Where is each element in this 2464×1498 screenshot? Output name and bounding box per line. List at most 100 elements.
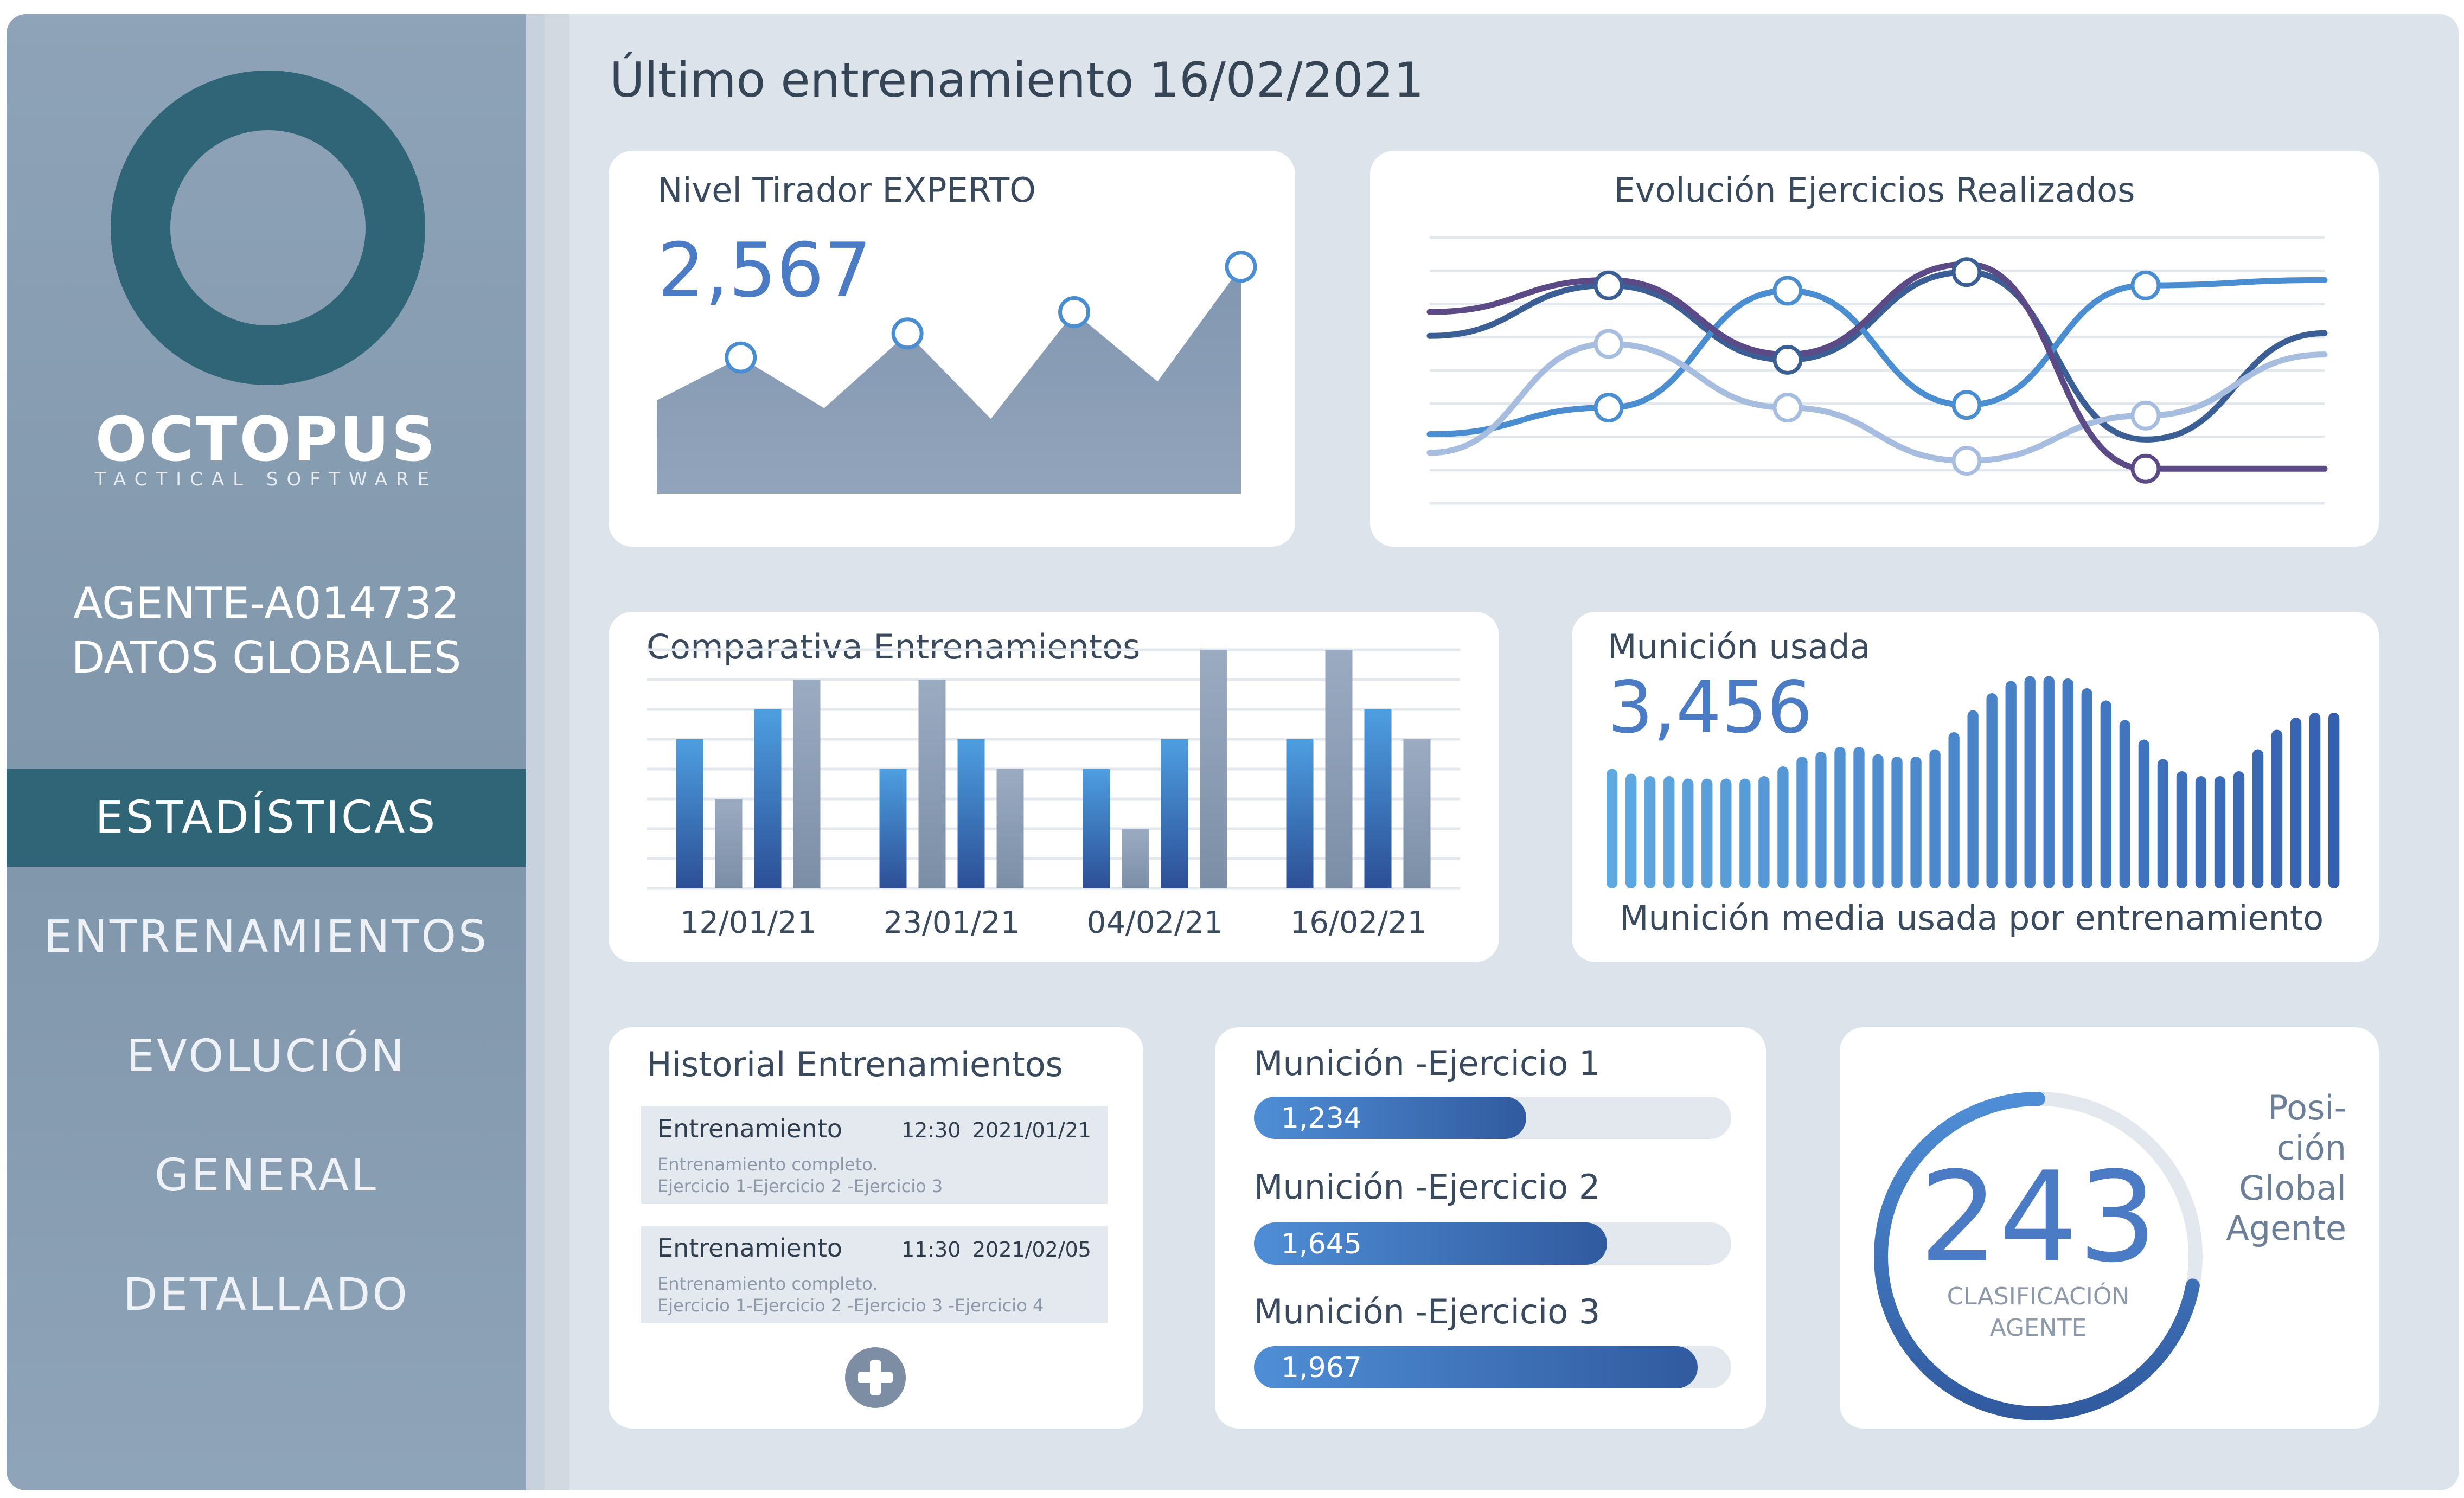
series-point: [1593, 329, 1624, 359]
ammo-bar: [1967, 710, 1979, 888]
series-line: [1426, 341, 2328, 464]
sidebar-item-entrenamientos[interactable]: ENTRENAMIENTOS: [43, 911, 489, 963]
ammo-exercise-bar: 1,234: [1254, 1097, 1731, 1139]
ammo-exercise-bar: 1,967: [1254, 1346, 1731, 1388]
ranking-side-label: Posi- ción Global Agente: [2226, 1088, 2346, 1249]
bar: [1364, 709, 1392, 888]
ammo-bar: [2214, 776, 2226, 888]
x-tick-label: 16/02/21: [1290, 905, 1427, 940]
history-item-name: Entrenamiento: [657, 1233, 843, 1263]
history-item[interactable]: Entrenamiento 11:30 2021/02/05 Entrenami…: [641, 1226, 1108, 1323]
bar: [1200, 650, 1227, 888]
series-point: [2130, 453, 2161, 484]
bar: [1403, 739, 1431, 888]
ammo-bar: [1607, 769, 1618, 888]
series-point: [1772, 344, 1803, 375]
ammo-used-card: Munición usada 3,456 Munición media usad…: [1572, 612, 2379, 962]
series-point: [1772, 276, 1803, 306]
history-item-exercises: Ejercicio 1-Ejercicio 2 -Ejercicio 3: [657, 1176, 943, 1196]
series-point: [1951, 257, 1982, 287]
sidebar: OCTOPUS TACTICAL SOFTWARE AGENTE-A014732…: [7, 14, 526, 1490]
ammo-exercise-value: 1,645: [1281, 1228, 1362, 1260]
ranking-caption: CLASIFICACIÓN AGENTE: [1881, 1281, 2196, 1344]
ammo-used-caption: Munición media usada por entrenamiento: [1620, 898, 2324, 938]
area-fill: [657, 266, 1241, 494]
bar: [1161, 739, 1188, 888]
area-point: [1058, 296, 1091, 328]
x-tick-label: 12/01/21: [680, 905, 817, 940]
ammo-bar: [1834, 747, 1846, 888]
ammo-exercise-fill: 1,234: [1254, 1097, 1526, 1139]
octopus-ring-logo-icon: [111, 71, 425, 385]
ammo-bar: [2138, 739, 2150, 888]
area-point: [725, 341, 757, 374]
ammo-exercise-fill: 1,645: [1254, 1222, 1608, 1265]
area-point: [891, 317, 924, 350]
ranking-card: 243 CLASIFICACIÓN AGENTE Posi- ción Glob…: [1840, 1027, 2379, 1429]
ammo-bar: [2062, 678, 2073, 888]
bar: [1122, 829, 1149, 888]
history-item-time: 11:30: [901, 1238, 961, 1262]
bar: [1083, 769, 1110, 888]
page-title: Último entrenamiento 16/02/2021: [610, 52, 1424, 108]
ammo-exercise-value: 1,967: [1281, 1352, 1362, 1384]
plus-circle-icon[interactable]: [845, 1347, 906, 1408]
bar: [1325, 650, 1353, 888]
series-point: [1593, 393, 1624, 423]
ammo-bar: [2024, 676, 2036, 888]
ammo-bar: [1625, 773, 1637, 888]
shooter-level-value: 2,567: [657, 227, 872, 314]
training-comparison-bar-chart: 12/01/21 23/01/21 04/02/21 16/02/21: [647, 648, 1460, 940]
sidebar-divider: [526, 14, 545, 1490]
series-point: [2130, 400, 2161, 431]
ammo-bar: [2309, 713, 2321, 888]
ammo-bar: [2290, 718, 2302, 888]
ammo-bar: [1929, 749, 1941, 888]
ammo-bar: [2081, 688, 2092, 888]
ammo-exercise-label: Munición -Ejercicio 1: [1254, 1044, 1601, 1083]
ranking-progress-ring: [1874, 1092, 2203, 1420]
sidebar-item-estadisticas[interactable]: ESTADÍSTICAS: [7, 769, 526, 867]
ammo-exercise-label: Munición -Ejercicio 3: [1254, 1292, 1601, 1331]
ammo-bar: [1739, 778, 1751, 888]
exercise-evolution-line-chart: [1426, 236, 2328, 505]
shooter-level-area-chart: [657, 251, 1257, 494]
bar: [879, 769, 907, 888]
bar: [715, 799, 743, 888]
history-item-date: 2021/02/05: [972, 1238, 1091, 1262]
sidebar-divider-shadow: [545, 14, 569, 1490]
ammo-exercise-fill: 1,967: [1254, 1346, 1698, 1388]
sidebar-item-evolucion[interactable]: EVOLUCIÓN: [126, 1030, 406, 1082]
shooter-level-title: Nivel Tirador EXPERTO: [657, 170, 1036, 210]
app-window: OCTOPUS TACTICAL SOFTWARE AGENTE-A014732…: [7, 14, 2459, 1490]
series-point: [1951, 390, 1982, 420]
ammo-bar: [1701, 778, 1713, 888]
ammo-bar: [2157, 759, 2169, 888]
ammo-bar: [1758, 776, 1770, 888]
ammo-bar: [1644, 776, 1656, 888]
sidebar-item-detallado[interactable]: DETALLADO: [123, 1269, 409, 1321]
bar: [957, 739, 985, 888]
ammo-bar: [2271, 729, 2283, 888]
ranking-side-label-line: ción: [2276, 1128, 2346, 1168]
exercise-evolution-card: Evolución Ejercicios Realizados: [1370, 151, 2379, 547]
ammo-exercise-bar: 1,645: [1254, 1222, 1731, 1265]
ammo-exercise-value: 1,234: [1281, 1102, 1362, 1135]
sidebar-item-general[interactable]: GENERAL: [155, 1150, 378, 1201]
history-card: Historial Entrenamientos Entrenamiento 1…: [609, 1027, 1143, 1429]
bar: [918, 680, 946, 888]
ranking-ring-progress: [1874, 1092, 2200, 1420]
training-comparison-title: Comparativa Entrenamientos: [647, 627, 1141, 667]
history-item[interactable]: Entrenamiento 12:30 2021/01/21 Entrenami…: [641, 1106, 1108, 1204]
series-point: [1951, 446, 1982, 476]
bar: [1286, 739, 1314, 888]
history-item-exercises: Ejercicio 1-Ejercicio 2 -Ejercicio 3 -Ej…: [657, 1295, 1044, 1316]
ammo-used-title: Munición usada: [1608, 627, 1871, 667]
ammo-bar: [1815, 752, 1827, 888]
logo-name: OCTOPUS: [95, 405, 438, 475]
ammo-used-bar-chart: [1607, 676, 2340, 888]
bar: [793, 680, 821, 888]
series-point: [1593, 270, 1624, 300]
x-tick-label: 04/02/21: [1087, 905, 1224, 940]
ranking-caption-line2: AGENTE: [1989, 1314, 2087, 1342]
